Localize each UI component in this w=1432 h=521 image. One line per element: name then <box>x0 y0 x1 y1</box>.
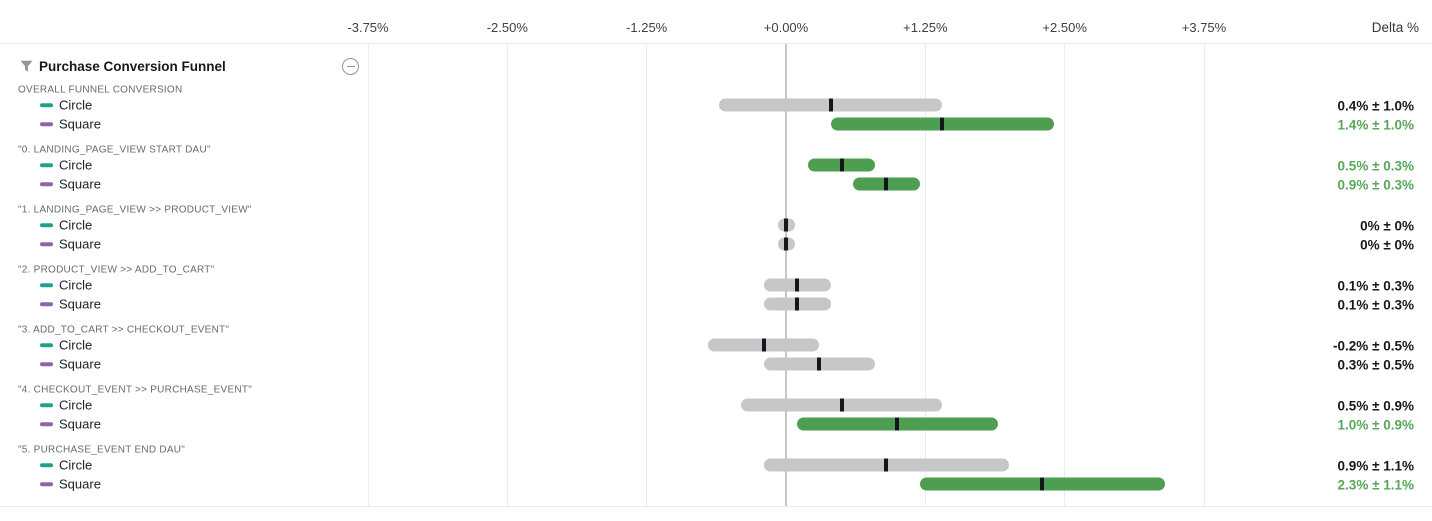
square-series-dash-icon <box>40 482 53 486</box>
collapse-metric-button[interactable] <box>342 58 359 75</box>
metric-header-row: Purchase Conversion Funnel <box>20 57 226 75</box>
series-label: Square <box>59 476 101 492</box>
square-series-dash-icon <box>40 242 53 246</box>
delta-value: 1.0% ± 0.9% <box>1337 417 1414 433</box>
point-estimate-tick <box>795 297 800 311</box>
square-series-dash-icon <box>40 422 53 426</box>
metric-group-label: OVERALL FUNNEL CONVERSION <box>18 84 183 96</box>
circle-series-dash-icon <box>40 163 53 167</box>
series-label: Circle <box>59 457 93 473</box>
axis-tick-label: +1.25% <box>903 20 948 35</box>
delta-value: 0% ± 0% <box>1360 218 1414 234</box>
point-estimate-tick <box>839 158 844 172</box>
point-estimate-tick <box>761 338 766 352</box>
point-estimate-tick <box>895 417 900 431</box>
circle-series-dash-icon <box>40 343 53 347</box>
delta-value: 0.1% ± 0.3% <box>1337 297 1414 313</box>
gridline <box>1203 44 1205 506</box>
delta-value: 0.9% ± 0.3% <box>1337 177 1414 193</box>
axis-tick-label: -1.25% <box>626 20 668 35</box>
square-series-dash-icon <box>40 122 53 126</box>
circle-series-dash-icon <box>40 103 53 107</box>
metric-group-label: "0. LANDING_PAGE_VIEW START DAU" <box>18 144 211 156</box>
series-label: Circle <box>59 277 93 293</box>
point-estimate-tick <box>1040 477 1045 491</box>
point-estimate-tick <box>884 177 889 191</box>
series-label: Square <box>59 236 101 252</box>
circle-series-dash-icon <box>40 403 53 407</box>
series-label: Square <box>59 296 101 312</box>
minus-circle-icon <box>346 65 355 68</box>
metric-group-label: "2. PRODUCT_VIEW >> ADD_TO_CART" <box>18 264 215 276</box>
point-estimate-tick <box>784 218 788 232</box>
point-estimate-tick <box>828 98 833 112</box>
axis-tick-label: -3.75% <box>347 20 389 35</box>
axis-separator-line <box>0 43 1432 44</box>
square-series-dash-icon <box>40 182 53 186</box>
delta-value: 0.4% ± 1.0% <box>1337 98 1414 114</box>
point-estimate-tick <box>795 278 800 292</box>
series-label: Square <box>59 356 101 372</box>
axis-tick-label: +3.75% <box>1181 20 1227 35</box>
point-estimate-tick <box>839 398 844 412</box>
gridline <box>646 44 648 506</box>
delta-value: 0.5% ± 0.3% <box>1337 158 1414 174</box>
square-series-dash-icon <box>40 302 53 306</box>
gridline <box>924 44 926 506</box>
delta-value: -0.2% ± 0.5% <box>1333 338 1414 354</box>
filter-funnel-icon <box>20 60 33 72</box>
axis-tick-label: -2.50% <box>486 20 528 35</box>
series-label: Circle <box>59 217 93 233</box>
delta-value: 0.1% ± 0.3% <box>1337 278 1414 294</box>
gridline <box>1064 44 1066 506</box>
series-label: Circle <box>59 157 93 173</box>
point-estimate-tick <box>884 458 889 472</box>
metric-group-label: "3. ADD_TO_CART >> CHECKOUT_EVENT" <box>18 324 230 336</box>
delta-value: 0.5% ± 0.9% <box>1337 398 1414 414</box>
circle-series-dash-icon <box>40 463 53 467</box>
axis-tick-label: +0.00% <box>763 20 809 35</box>
point-estimate-tick <box>817 357 822 371</box>
circle-series-dash-icon <box>40 223 53 227</box>
metric-group-label: "1. LANDING_PAGE_VIEW >> PRODUCT_VIEW" <box>18 204 252 216</box>
series-label: Square <box>59 176 101 192</box>
delta-value: 1.4% ± 1.0% <box>1337 117 1414 133</box>
point-estimate-tick <box>784 237 788 251</box>
metric-group-label: "5. PURCHASE_EVENT END DAU" <box>18 444 186 456</box>
circle-series-dash-icon <box>40 283 53 287</box>
delta-value: 2.3% ± 1.1% <box>1337 477 1414 493</box>
series-label: Square <box>59 116 101 132</box>
gridline <box>506 44 508 506</box>
series-label: Circle <box>59 97 93 113</box>
metric-group-title: Purchase Conversion Funnel <box>39 58 226 74</box>
point-estimate-tick <box>940 117 945 131</box>
series-label: Square <box>59 416 101 432</box>
gridline <box>367 44 369 506</box>
square-series-dash-icon <box>40 362 53 366</box>
series-label: Circle <box>59 397 93 413</box>
axis-tick-label: +2.50% <box>1042 20 1087 35</box>
delta-column-header: Delta % <box>1371 20 1419 35</box>
metric-group-label: "4. CHECKOUT_EVENT >> PURCHASE_EVENT" <box>18 384 253 396</box>
delta-value: 0% ± 0% <box>1360 237 1414 253</box>
delta-value: 0.3% ± 0.5% <box>1337 357 1414 373</box>
bottom-border-line <box>0 506 1432 507</box>
series-label: Circle <box>59 337 93 353</box>
delta-value: 0.9% ± 1.1% <box>1337 458 1414 474</box>
zero-gridline <box>785 44 787 506</box>
